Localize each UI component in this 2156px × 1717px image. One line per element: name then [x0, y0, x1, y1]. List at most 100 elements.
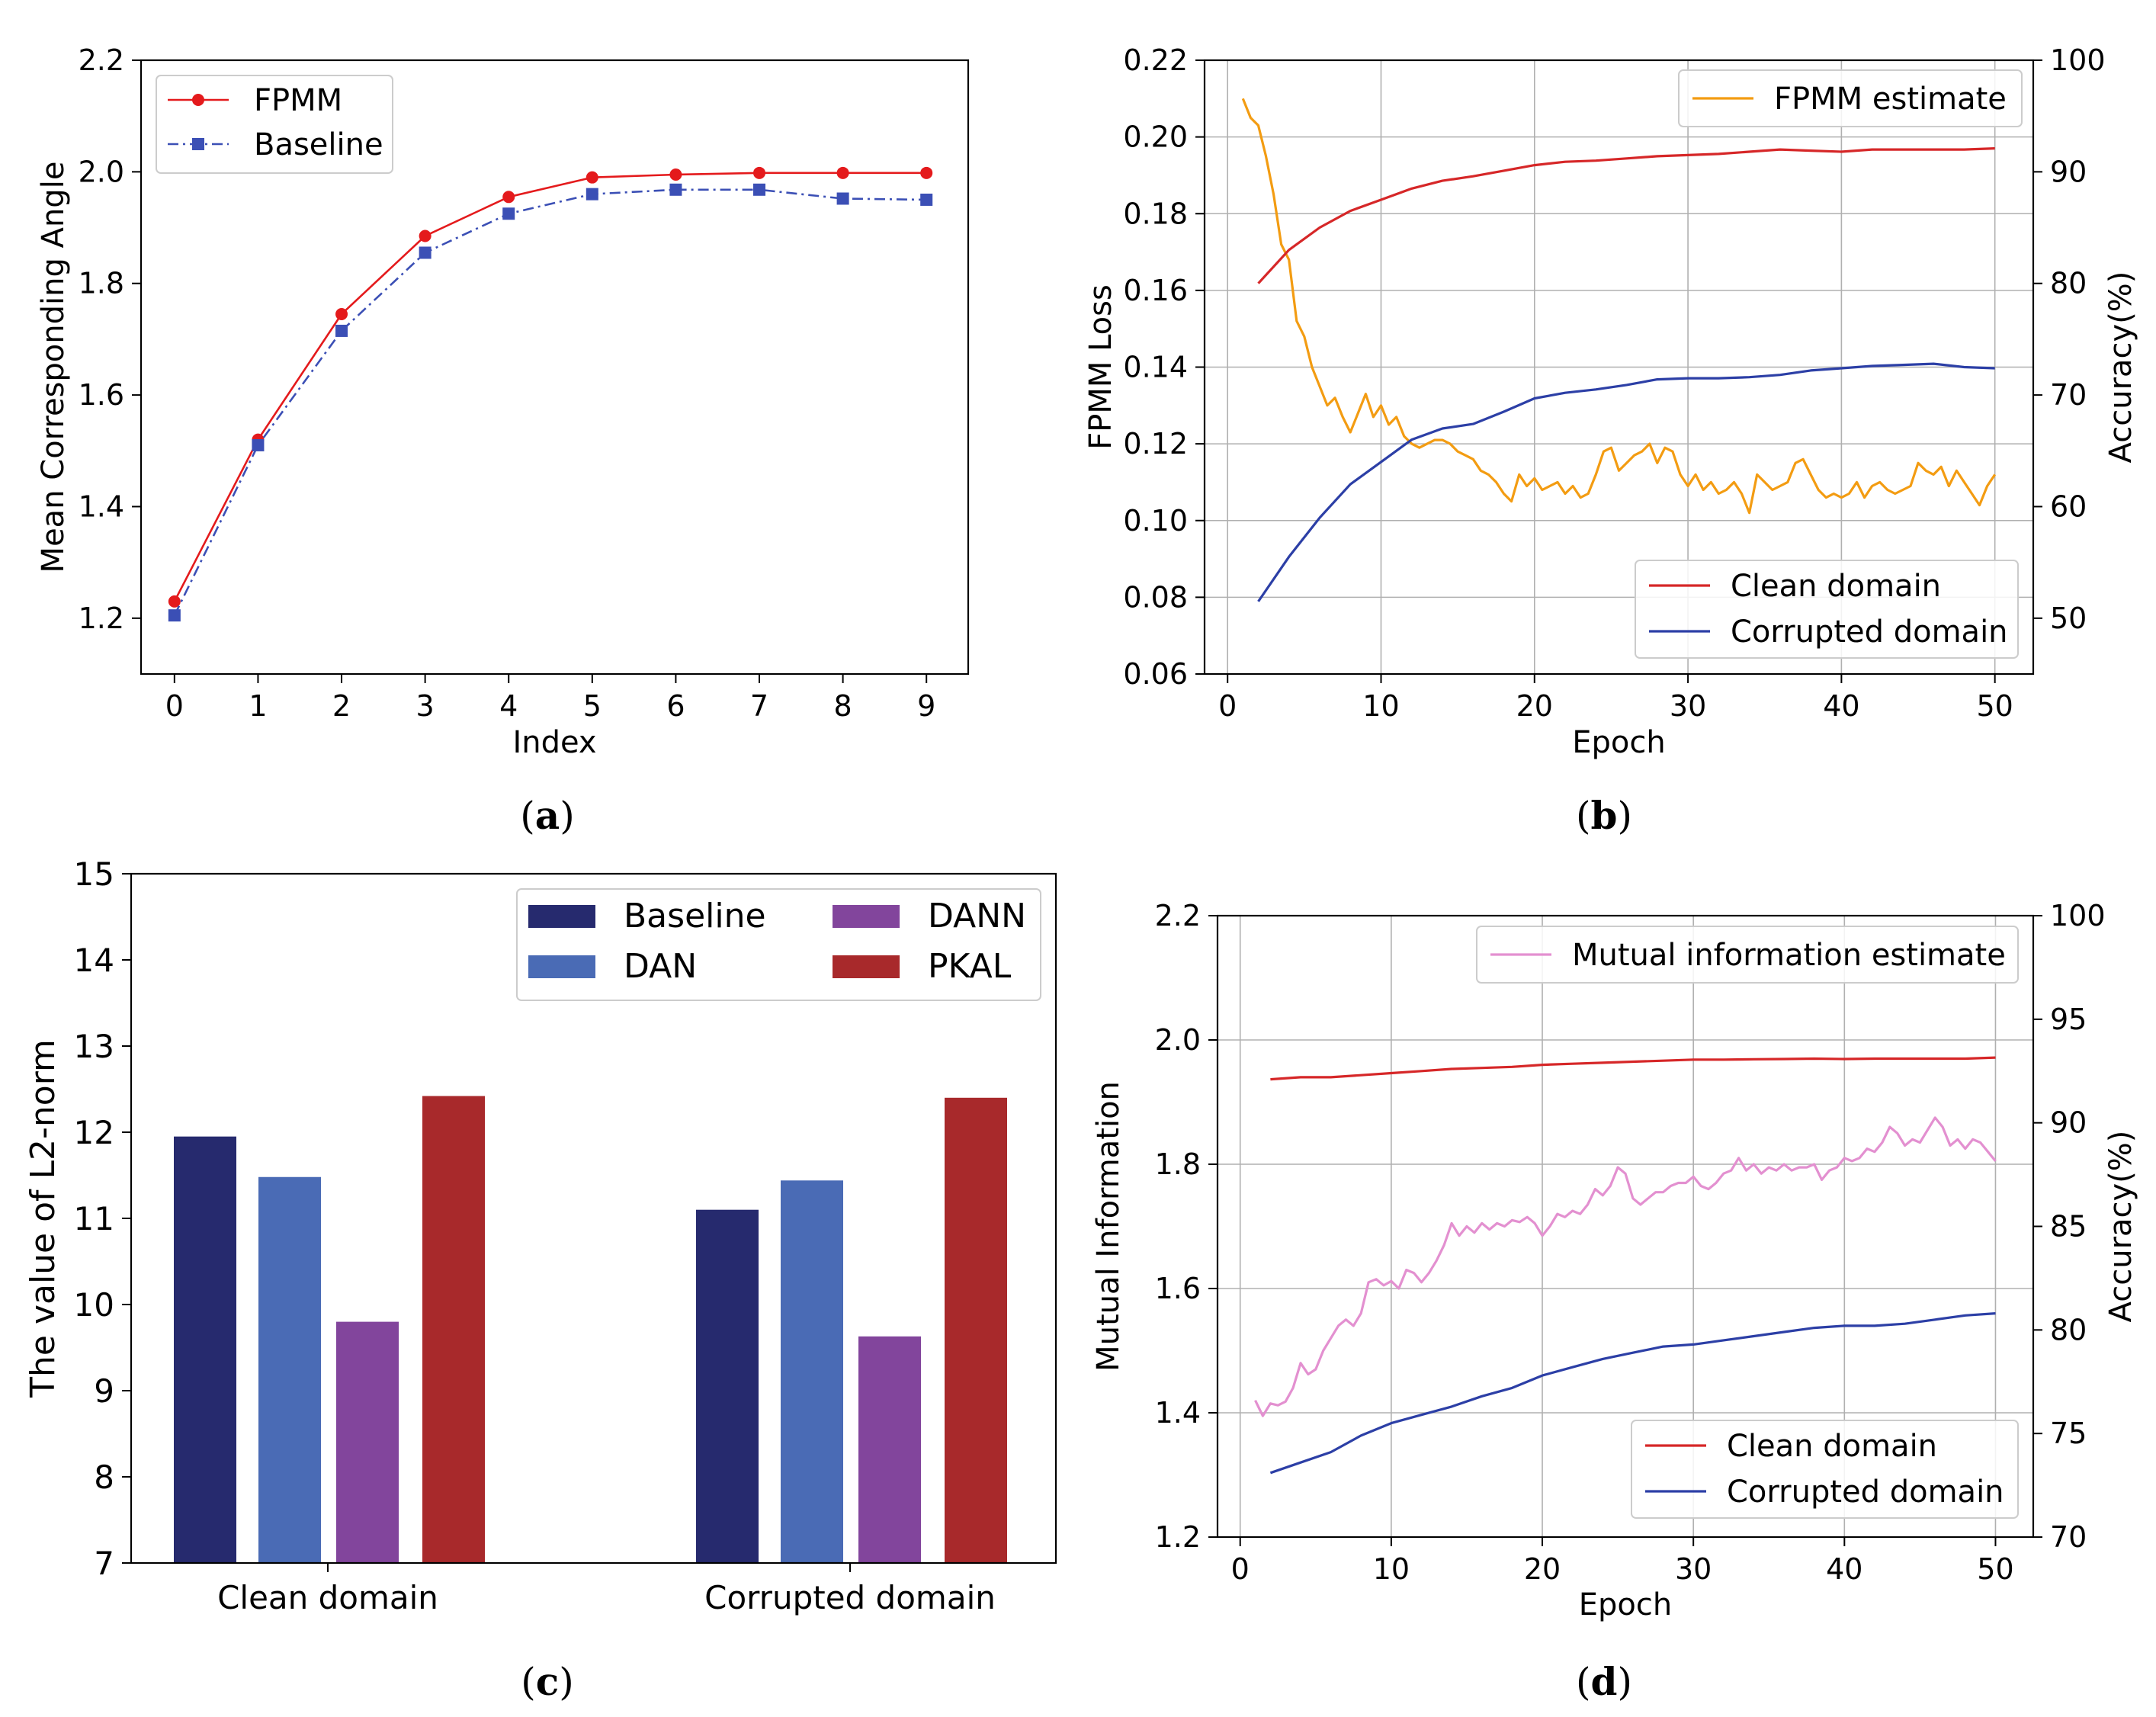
x-tick-label: 20	[1516, 689, 1553, 723]
legend-box	[1635, 560, 2019, 659]
x-tick-label: 30	[1670, 689, 1706, 723]
data-point-baseline	[836, 192, 849, 205]
y-right-tick-label: 100	[2050, 43, 2106, 77]
caption-b: (b)	[1576, 793, 1632, 838]
x-tick-label: Clean domain	[217, 1579, 438, 1616]
y-right-axis-label: Accuracy(%)	[2103, 1131, 2138, 1323]
bar-pkal	[945, 1097, 1007, 1563]
legend-box	[1678, 69, 2023, 127]
axes-frame-b	[1203, 59, 2035, 676]
data-point-baseline	[753, 183, 766, 196]
x-tick-label: 50	[1976, 689, 2013, 723]
y-right-tick-label: 100	[2050, 899, 2106, 932]
y-tick-label: 1.4	[79, 489, 124, 523]
legend-box	[1631, 1420, 2019, 1519]
y-right-tick-label: 50	[2050, 602, 2087, 635]
y-tick-label: 1.2	[79, 602, 124, 635]
legend-label: Mutual information estimate	[1572, 938, 2006, 973]
legend-marker	[192, 138, 204, 150]
y-tick-label: 0.22	[1123, 43, 1188, 77]
x-tick-label: 0	[165, 689, 184, 723]
y-tick-label: 8	[94, 1459, 114, 1496]
data-point-baseline	[586, 188, 598, 201]
series-line-fpmm-estimate	[1241, 98, 1997, 515]
legend-swatch-baseline	[528, 905, 595, 928]
legend-domains: Clean domain Corrupted domain	[1635, 560, 2019, 659]
y-right-tick-label: 95	[2050, 1003, 2087, 1036]
x-tick-label: 40	[1823, 689, 1859, 723]
y-axis-label: FPMM Loss	[1083, 284, 1118, 450]
y-tick-label: 7	[94, 1545, 114, 1582]
data-point-fpmm	[669, 168, 682, 181]
data-point-fpmm	[335, 307, 348, 320]
bar-dan	[258, 1176, 321, 1563]
data-point-fpmm	[586, 171, 598, 184]
y-tick-label: 1.8	[1155, 1147, 1201, 1181]
legend-estimate: Mutual information estimate	[1476, 926, 2019, 984]
panel-a: 0 1 2 3 4 5 6 7 8 9 1.2 1.4 1.6 1.8 2.0 2.2 Index Mean Co…	[36, 43, 970, 760]
y-right-tick-label: 80	[2050, 1313, 2087, 1346]
y-tick-label: 13	[74, 1028, 114, 1065]
x-tick-label: 2	[332, 689, 351, 723]
legend-label: Clean domain	[1731, 569, 1941, 604]
series-line-mutual-information-estimate	[1254, 1116, 1997, 1417]
series-line-clean-domain	[1270, 1056, 1996, 1081]
data-point-baseline	[920, 193, 933, 206]
data-point-fpmm	[419, 229, 432, 242]
data-point-baseline	[168, 609, 181, 622]
data-point-baseline	[502, 207, 515, 220]
y-right-tick-label: 70	[2050, 1520, 2087, 1554]
panel-b: 0 10 20 30 40 50 0.06 0.08 0.10 0.12 0.14 0.16 0.18 0…	[1083, 43, 2138, 760]
series-line-fpmm	[173, 172, 927, 602]
axes-frame-d	[1216, 914, 2035, 1539]
x-tick-label: 5	[583, 689, 602, 723]
axes-frame-c	[130, 872, 1057, 1565]
legend-label: FPMM estimate	[1774, 82, 2007, 117]
y-tick-label: 0.16	[1123, 274, 1188, 307]
legend: FPMM Baseline	[156, 75, 393, 174]
x-tick-label: 10	[1362, 689, 1399, 723]
panel-caption-d: (d)	[1576, 1659, 1632, 1704]
caption-a: (a)	[520, 793, 574, 838]
legend-box	[1476, 926, 2019, 984]
data-point-fpmm	[753, 166, 766, 179]
y-right-tick-label: 75	[2050, 1417, 2087, 1450]
data-point-fpmm	[168, 595, 181, 608]
y-tick-label: 0.10	[1123, 504, 1188, 538]
y-tick-label: 1.6	[1155, 1272, 1201, 1305]
legend-swatch-dan	[528, 955, 595, 978]
series-line-corrupted-domain	[1257, 362, 1995, 602]
y-tick-label: 0.08	[1123, 580, 1188, 614]
panel-caption-c: (c)	[521, 1659, 573, 1704]
y-right-tick-label: 60	[2050, 489, 2087, 523]
bar-baseline	[696, 1209, 759, 1563]
y-tick-label: 0.06	[1123, 657, 1188, 691]
y-right-tick-label: 90	[2050, 155, 2087, 188]
bar-dann	[336, 1321, 399, 1563]
y-axis-label: Mutual Information	[1091, 1081, 1126, 1372]
series-baseline	[168, 183, 933, 622]
series-line-baseline	[173, 188, 927, 616]
y-tick-label: 1.6	[79, 378, 124, 412]
legend: Baseline DAN DANN PKAL	[516, 888, 1041, 1001]
legend-estimate: FPMM estimate	[1678, 69, 2023, 127]
legend-swatch-pkal	[833, 955, 900, 978]
x-tick-label: 50	[1977, 1552, 2013, 1586]
y-right-tick-label: 80	[2050, 267, 2087, 300]
y-tick-label: 10	[74, 1286, 114, 1324]
y-tick-label: 0.20	[1123, 120, 1188, 154]
y-tick-label: 14	[74, 942, 114, 979]
data-point-baseline	[335, 324, 348, 337]
x-tick-label: 4	[499, 689, 518, 723]
y-tick-label: 0.12	[1123, 427, 1188, 461]
x-tick-label: Corrupted domain	[704, 1579, 996, 1616]
data-point-fpmm	[836, 166, 849, 179]
data-point-baseline	[419, 246, 432, 259]
legend-label: Baseline	[624, 897, 766, 936]
y-tick-label: 9	[94, 1372, 114, 1410]
legend-box	[516, 888, 1041, 1001]
x-tick-label: 30	[1675, 1552, 1712, 1586]
legend-label: Corrupted domain	[1727, 1475, 2004, 1510]
data-point-baseline	[669, 183, 682, 196]
panel-caption-b: (b)	[1576, 793, 1632, 838]
